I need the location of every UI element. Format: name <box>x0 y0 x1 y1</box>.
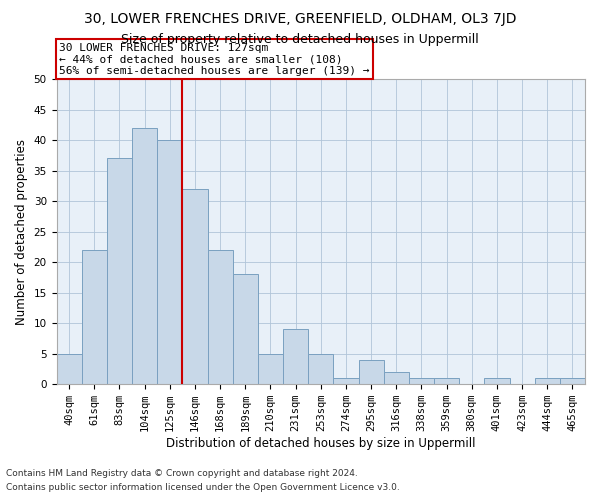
Bar <box>383 372 409 384</box>
Bar <box>560 378 585 384</box>
Text: 30, LOWER FRENCHES DRIVE, GREENFIELD, OLDHAM, OL3 7JD: 30, LOWER FRENCHES DRIVE, GREENFIELD, OL… <box>84 12 516 26</box>
Bar <box>258 354 283 384</box>
Bar <box>308 354 334 384</box>
Bar <box>82 250 107 384</box>
Bar <box>132 128 157 384</box>
Text: Contains HM Land Registry data © Crown copyright and database right 2024.: Contains HM Land Registry data © Crown c… <box>6 468 358 477</box>
Text: 30 LOWER FRENCHES DRIVE: 127sqm
← 44% of detached houses are smaller (108)
56% o: 30 LOWER FRENCHES DRIVE: 127sqm ← 44% of… <box>59 42 370 76</box>
Bar <box>359 360 383 384</box>
Bar <box>434 378 459 384</box>
Bar <box>484 378 509 384</box>
Bar <box>157 140 182 384</box>
Bar <box>409 378 434 384</box>
Text: Size of property relative to detached houses in Uppermill: Size of property relative to detached ho… <box>121 32 479 46</box>
Bar <box>334 378 359 384</box>
Bar <box>535 378 560 384</box>
Bar <box>56 354 82 384</box>
Bar <box>208 250 233 384</box>
X-axis label: Distribution of detached houses by size in Uppermill: Distribution of detached houses by size … <box>166 437 476 450</box>
Bar <box>182 189 208 384</box>
Bar <box>233 274 258 384</box>
Text: Contains public sector information licensed under the Open Government Licence v3: Contains public sector information licen… <box>6 484 400 492</box>
Y-axis label: Number of detached properties: Number of detached properties <box>15 138 28 324</box>
Bar <box>283 330 308 384</box>
Bar <box>107 158 132 384</box>
